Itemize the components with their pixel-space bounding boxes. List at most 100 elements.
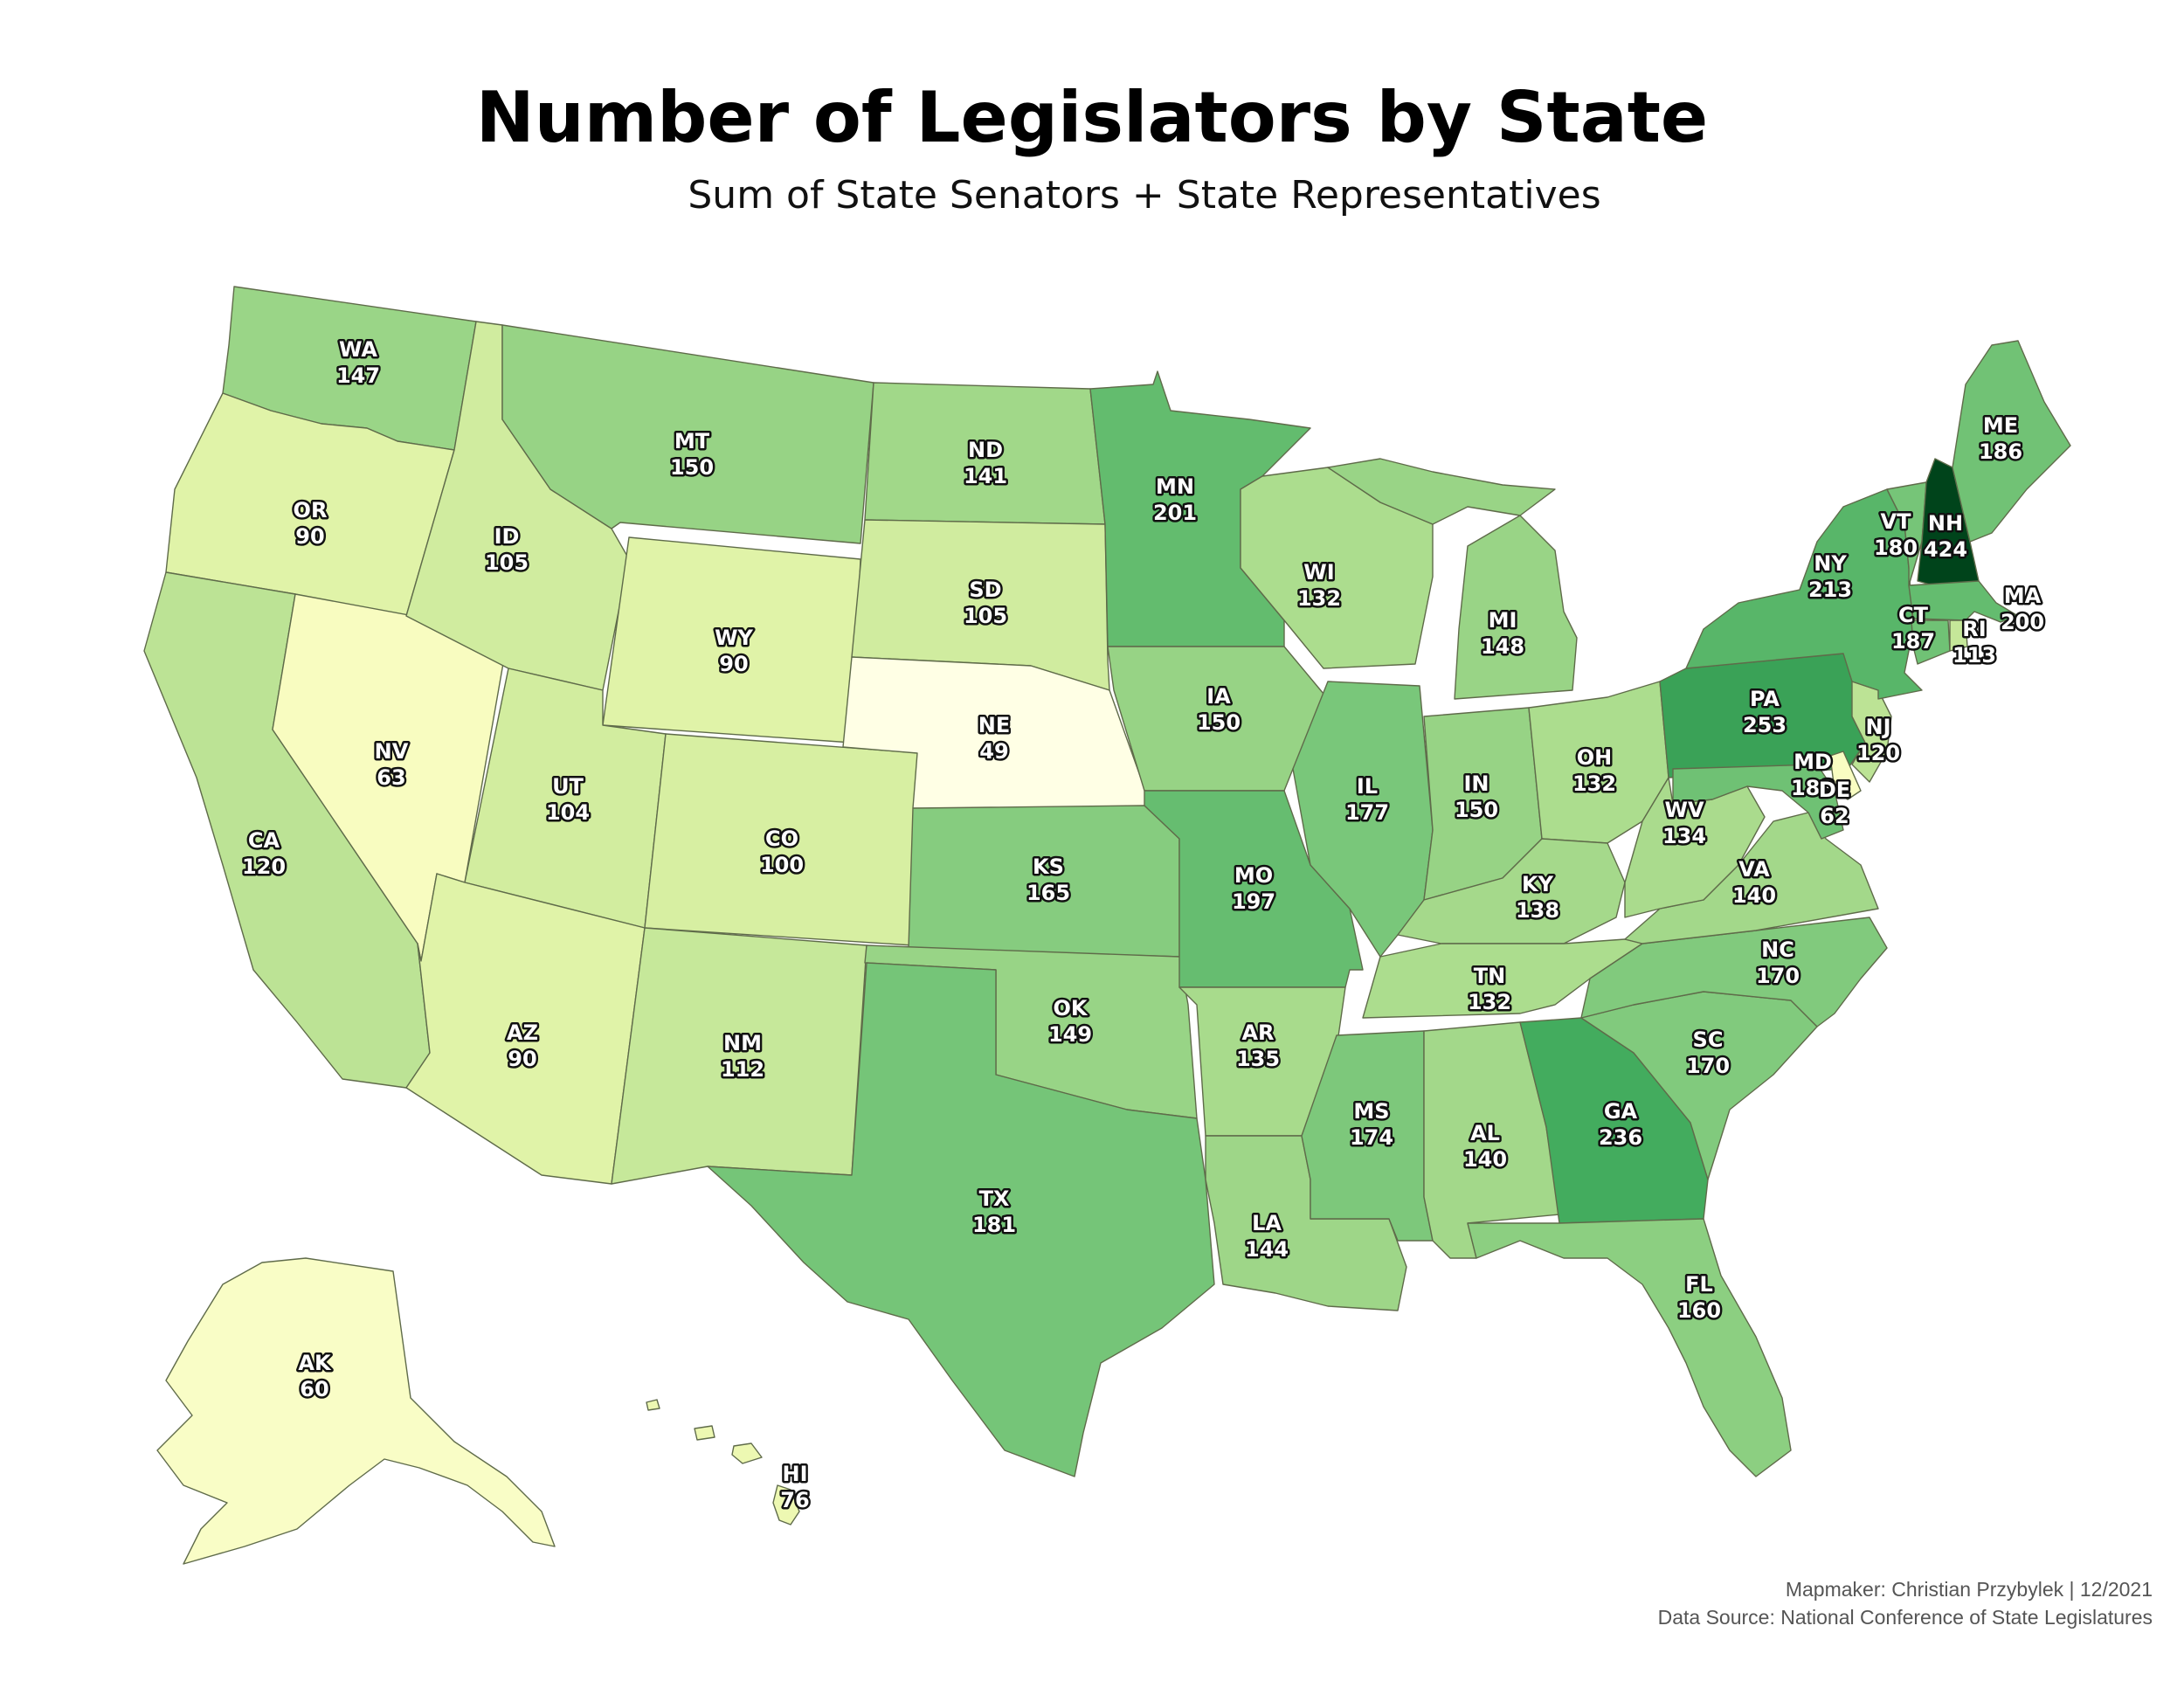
state-label-nh: NH	[1928, 511, 1963, 536]
state-value-nj: 120	[1856, 741, 1900, 765]
state-label-pa: PA	[1750, 687, 1780, 711]
state-label-ia: IA	[1206, 684, 1231, 709]
state-label-ga: GA	[1604, 1099, 1638, 1124]
state-value-nv: 63	[377, 765, 405, 790]
state-value-de: 62	[1820, 804, 1849, 828]
state-label-wi: WI	[1303, 560, 1334, 585]
state-label-hi: HI	[782, 1462, 807, 1486]
state-label-fl: FL	[1685, 1272, 1713, 1297]
state-label-mt: MT	[674, 429, 710, 453]
state-label-ks: KS	[1033, 854, 1064, 879]
state-label-ut: UT	[552, 774, 584, 799]
state-value-mi: 148	[1481, 634, 1524, 659]
state-MD[interactable]	[1672, 764, 1844, 840]
state-value-hi: 76	[780, 1488, 809, 1512]
state-value-ma: 200	[2001, 610, 2044, 634]
state-label-ca: CA	[248, 828, 280, 853]
state-label-de: DE	[1819, 778, 1850, 802]
state-value-la: 144	[1245, 1237, 1289, 1262]
state-value-ia: 150	[1197, 710, 1241, 735]
state-label-ok: OK	[1054, 996, 1089, 1020]
state-value-nh: 424	[1924, 537, 1967, 562]
state-value-or: 90	[295, 524, 324, 549]
state-value-ok: 149	[1048, 1022, 1092, 1047]
state-CT[interactable]	[1911, 619, 1951, 665]
state-label-ne: NE	[978, 713, 1010, 737]
state-IL[interactable]	[1292, 681, 1434, 958]
state-label-oh: OH	[1577, 745, 1613, 770]
state-label-la: LA	[1252, 1211, 1282, 1235]
state-value-al: 140	[1463, 1147, 1507, 1172]
state-value-md: 188	[1791, 776, 1835, 800]
state-value-me: 186	[1979, 439, 2022, 464]
state-MO[interactable]	[1144, 790, 1364, 988]
state-value-vt: 180	[1874, 536, 1918, 560]
state-value-ak: 60	[300, 1377, 328, 1401]
state-IA[interactable]	[1107, 646, 1329, 792]
state-value-oh: 132	[1572, 771, 1616, 796]
state-DE[interactable]	[1829, 751, 1862, 800]
state-TX[interactable]	[707, 962, 1215, 1477]
state-value-nm: 112	[721, 1057, 764, 1082]
state-value-ca: 120	[242, 854, 286, 879]
state-value-ga: 236	[1599, 1125, 1642, 1150]
state-label-me: ME	[1983, 413, 2018, 438]
state-label-nj: NJ	[1865, 715, 1890, 739]
state-label-sd: SD	[969, 578, 1001, 602]
state-value-va: 140	[1732, 883, 1776, 908]
state-value-tn: 132	[1468, 990, 1511, 1014]
state-value-wy: 90	[719, 652, 748, 676]
state-RI[interactable]	[1949, 619, 1968, 652]
state-value-ar: 135	[1236, 1047, 1280, 1071]
state-shapes	[143, 286, 2071, 1565]
state-AK[interactable]	[156, 1257, 556, 1565]
state-value-az: 90	[508, 1047, 536, 1071]
state-label-wy: WY	[715, 626, 753, 650]
state-value-wa: 147	[336, 363, 380, 388]
state-value-ut: 104	[546, 800, 590, 825]
state-value-mn: 201	[1153, 501, 1197, 525]
state-value-nc: 170	[1756, 964, 1800, 988]
state-NM[interactable]	[611, 927, 867, 1185]
state-HI[interactable]	[772, 1484, 800, 1525]
state-label-ar: AR	[1241, 1020, 1274, 1045]
state-label-mi: MI	[1489, 608, 1517, 633]
state-label-wv: WV	[1664, 798, 1704, 822]
state-ME[interactable]	[1952, 340, 2071, 543]
state-HI-islands[interactable]	[646, 1399, 763, 1464]
state-label-az: AZ	[507, 1020, 538, 1045]
state-label-in: IN	[1463, 771, 1489, 796]
state-FL[interactable]	[1467, 1218, 1792, 1477]
state-MI-UP[interactable]	[1327, 458, 1556, 525]
state-label-co: CO	[765, 827, 798, 851]
mapmaker-credit: Mapmaker: Christian Przybylek | 12/2021	[1785, 1578, 2153, 1601]
state-label-tx: TX	[979, 1186, 1010, 1211]
state-value-ny: 213	[1808, 578, 1852, 602]
state-value-ms: 174	[1350, 1125, 1393, 1150]
state-label-nd: ND	[968, 438, 1003, 462]
state-label-ri: RI	[1962, 617, 1986, 641]
state-label-sc: SC	[1693, 1027, 1724, 1052]
state-label-wa: WA	[339, 337, 377, 362]
state-label-il: IL	[1357, 774, 1378, 799]
state-label-nv: NV	[375, 739, 409, 764]
state-value-nd: 141	[964, 464, 1007, 488]
state-label-ky: KY	[1522, 872, 1554, 896]
state-MA[interactable]	[1908, 580, 2019, 623]
state-value-ri: 113	[1952, 643, 1996, 668]
state-label-mo: MO	[1234, 863, 1273, 888]
state-value-ct: 187	[1891, 629, 1935, 654]
state-NJ[interactable]	[1851, 681, 1892, 783]
state-WV[interactable]	[1624, 777, 1766, 918]
state-value-id: 105	[485, 550, 529, 575]
state-MI[interactable]	[1454, 515, 1578, 700]
data-source-credit: Data Source: National Conference of Stat…	[1657, 1606, 2153, 1629]
state-value-wv: 134	[1662, 824, 1706, 848]
state-value-sc: 170	[1686, 1054, 1730, 1078]
state-label-ak: AK	[298, 1351, 332, 1375]
state-value-co: 100	[760, 853, 804, 877]
state-value-pa: 253	[1743, 713, 1787, 737]
state-label-ms: MS	[1353, 1099, 1389, 1124]
state-label-ny: NY	[1814, 551, 1847, 576]
